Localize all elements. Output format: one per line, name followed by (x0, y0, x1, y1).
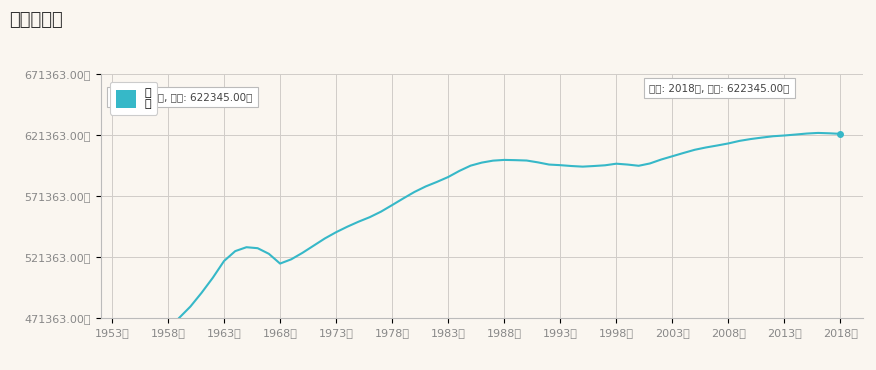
Legend: 黑
山: 黑 山 (110, 82, 157, 115)
Text: 年份: 2018年, 数据: 622345.00人: 年份: 2018年, 数据: 622345.00人 (649, 83, 790, 93)
Text: 年份: 2018年, 数据: 622345.00人: 年份: 2018年, 数据: 622345.00人 (112, 92, 252, 102)
Text: 人口走势图: 人口走势图 (9, 11, 62, 29)
